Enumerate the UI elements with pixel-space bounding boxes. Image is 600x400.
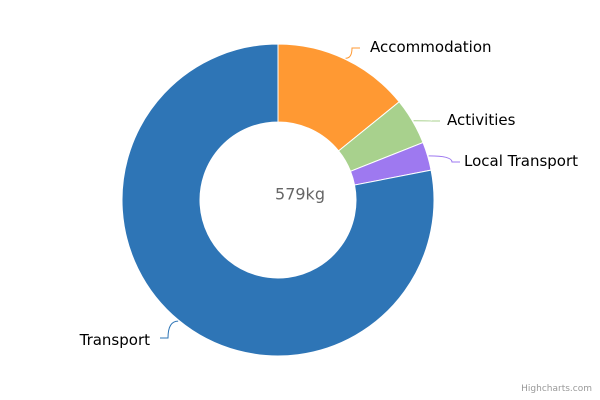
label-local-transport: Local Transport [464, 152, 578, 170]
label-accommodation: Accommodation [370, 38, 492, 56]
credit-link[interactable]: Highcharts.com [521, 384, 592, 394]
slices-group [121, 43, 435, 357]
slice-transport[interactable] [121, 43, 435, 357]
connector-accommodation [345, 47, 360, 59]
connector-transport [160, 320, 179, 339]
labels-group: Accommodation Activities Local Transport Tr… [79, 38, 579, 349]
center-total-label: 579kg [275, 185, 325, 204]
connectors-group [160, 47, 460, 339]
connector-local-transport [428, 155, 460, 163]
label-transport: Transport [79, 331, 151, 349]
label-activities: Activities [447, 111, 516, 129]
